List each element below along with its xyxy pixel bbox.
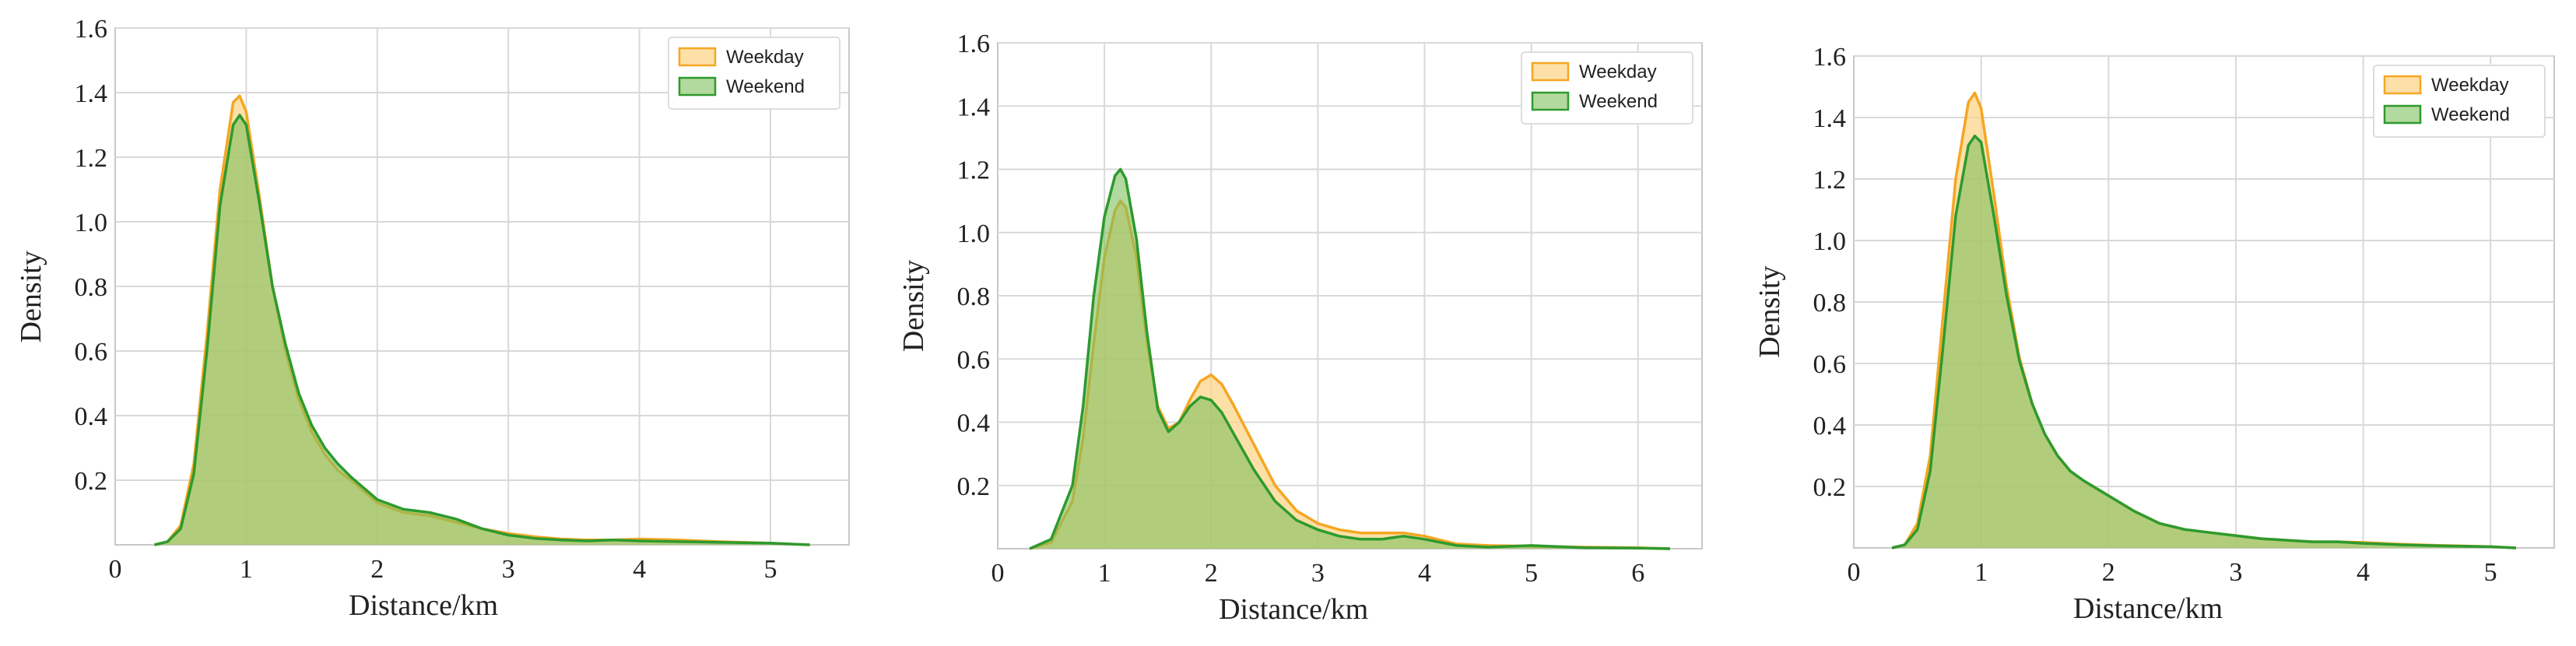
x-tick-label: 0 xyxy=(1848,558,1861,587)
y-tick-label: 1.4 xyxy=(957,93,991,121)
x-tick-label: 1 xyxy=(1098,559,1111,588)
x-axis-title: Distance/km xyxy=(2073,592,2223,625)
y-tick-label: 0.6 xyxy=(957,346,991,374)
x-tick-label: 4 xyxy=(2357,558,2370,587)
y-tick-label: 0.8 xyxy=(75,273,108,302)
legend-label-weekend: Weekend xyxy=(1579,91,1658,112)
legend: Weekday Weekend xyxy=(1521,51,1693,125)
x-tick-label: 2 xyxy=(1205,559,1218,588)
legend-label-weekend: Weekend xyxy=(2431,104,2510,125)
y-tick-label: 1.0 xyxy=(75,209,108,237)
x-axis-title: Distance/km xyxy=(1219,593,1368,626)
chart-panel-3: 0.20.40.60.81.01.21.41.60 1 2 3 4 5WeekdayWee… xyxy=(1753,43,2555,625)
chart-panel-1: 0.20.40.60.81.01.21.41.60 1 2 3 4 5WeekdayWee… xyxy=(15,15,850,622)
x-tick-label: 3 xyxy=(1311,559,1325,588)
legend-swatch-weekday xyxy=(678,47,717,67)
y-tick-label: 1.2 xyxy=(1813,166,1847,195)
x-tick-label: 3 xyxy=(2229,558,2242,587)
x-tick-label: 4 xyxy=(1418,559,1431,588)
x-tick-label: 1 xyxy=(240,555,253,584)
y-tick-label: 1.4 xyxy=(75,79,108,108)
legend-swatch-weekend xyxy=(1531,91,1570,111)
x-tick-label: 3 xyxy=(502,555,515,584)
legend-label-weekday: Weekday xyxy=(1579,61,1657,83)
x-tick-label: 5 xyxy=(2484,558,2497,587)
x-tick-label: 6 xyxy=(1631,559,1644,588)
y-tick-label: 1.0 xyxy=(957,219,991,248)
y-tick-label: 0.8 xyxy=(1813,289,1847,318)
x-axis-title: Distance/km xyxy=(349,589,498,622)
x-tick-label: 0 xyxy=(991,559,1005,588)
y-tick-label: 1.0 xyxy=(1813,227,1847,256)
y-tick-label: 0.4 xyxy=(1813,412,1847,441)
y-tick-label: 0.2 xyxy=(957,472,991,501)
y-tick-label: 1.2 xyxy=(957,156,991,185)
legend-swatch-weekday xyxy=(1531,61,1570,82)
x-tick-label: 1 xyxy=(1974,558,1988,587)
y-tick-label: 1.6 xyxy=(957,30,991,58)
y-axis-title: Density xyxy=(15,251,47,342)
x-tick-label: 2 xyxy=(2102,558,2115,587)
legend: Weekday Weekend xyxy=(2373,65,2546,138)
y-tick-label: 1.6 xyxy=(75,15,108,44)
density-area-weekend xyxy=(1030,169,1670,549)
y-tick-label: 0.4 xyxy=(75,402,108,431)
y-tick-label: 1.4 xyxy=(1813,104,1847,133)
x-tick-label: 4 xyxy=(633,555,646,584)
y-tick-label: 0.2 xyxy=(75,467,108,496)
y-tick-label: 0.8 xyxy=(957,283,991,311)
legend-swatch-weekend xyxy=(2383,104,2422,125)
x-tick-label: 0 xyxy=(109,555,122,584)
x-tick-label: 5 xyxy=(763,555,777,584)
y-tick-label: 1.2 xyxy=(75,144,108,173)
y-tick-label: 0.4 xyxy=(957,409,991,438)
y-axis-title: Density xyxy=(897,260,930,352)
y-tick-label: 0.2 xyxy=(1813,473,1847,502)
chart-panel-2: 0.20.40.60.81.01.21.41.60 1 2 3 4 5 6WeekdayWe… xyxy=(897,30,1703,626)
y-axis-title: Density xyxy=(1753,266,1786,358)
legend-label-weekday: Weekday xyxy=(2431,75,2509,96)
legend-label-weekend: Weekend xyxy=(726,76,805,97)
density-line-weekend xyxy=(1891,134,2516,549)
density-line-weekend xyxy=(1029,167,1670,550)
x-tick-label: 2 xyxy=(370,555,384,584)
legend: Weekday Weekend xyxy=(668,37,841,110)
y-tick-label: 0.6 xyxy=(75,338,108,367)
legend-swatch-weekend xyxy=(678,76,717,97)
density-area-weekend xyxy=(1892,135,2516,548)
y-tick-label: 1.6 xyxy=(1813,43,1847,72)
legend-swatch-weekday xyxy=(2383,75,2422,95)
legend-label-weekday: Weekday xyxy=(726,47,804,68)
density-line-weekend xyxy=(154,114,810,546)
y-tick-label: 0.6 xyxy=(1813,350,1847,379)
x-tick-label: 5 xyxy=(1525,559,1538,588)
